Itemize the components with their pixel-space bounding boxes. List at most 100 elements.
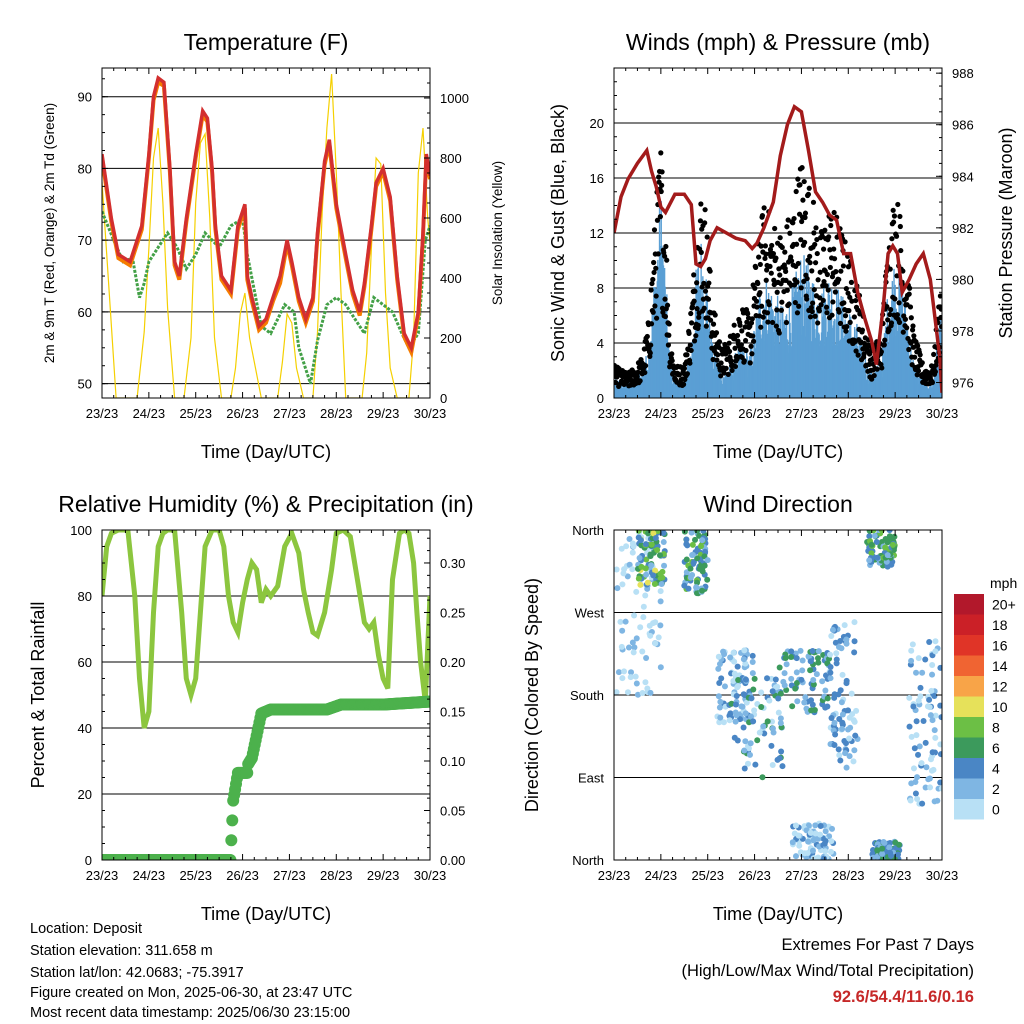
- direction-point: [640, 603, 647, 610]
- direction-point: [813, 671, 820, 678]
- direction-point: [733, 693, 740, 700]
- gust-point: [707, 268, 713, 274]
- x-tick-label: 30/23: [414, 406, 447, 421]
- direction-point: [624, 573, 631, 580]
- gust-point: [917, 352, 923, 358]
- gust-point: [795, 260, 801, 267]
- direction-point: [681, 582, 688, 589]
- gust-point: [812, 260, 819, 266]
- direction-point: [927, 784, 934, 791]
- gust-point: [691, 298, 697, 304]
- direction-point: [741, 765, 748, 772]
- y2-tick-label: 988: [952, 66, 974, 81]
- direction-point: [829, 626, 836, 633]
- direction-point: [851, 718, 858, 725]
- gust-point: [777, 272, 783, 278]
- gust-point: [681, 365, 688, 372]
- direction-point: [631, 612, 638, 619]
- direction-point: [742, 710, 749, 717]
- gust-point: [790, 220, 796, 226]
- direction-point: [851, 747, 858, 754]
- colorbar-swatch: [954, 778, 984, 799]
- direction-point: [756, 729, 763, 736]
- direction-point: [805, 838, 812, 845]
- chart-title: Winds (mph) & Pressure (mb): [626, 29, 930, 55]
- y-tick-label: 4: [597, 336, 604, 351]
- direction-point: [788, 648, 795, 655]
- direction-point: [919, 800, 926, 807]
- direction-point: [746, 751, 753, 758]
- direction-point: [931, 727, 938, 734]
- gust-point: [938, 314, 942, 321]
- direction-point: [717, 698, 724, 705]
- gust-point: [794, 310, 801, 316]
- gust-point: [756, 254, 762, 260]
- gust-point: [767, 263, 773, 270]
- direction-point: [614, 585, 621, 592]
- gust-point: [894, 312, 900, 318]
- direction-point: [721, 683, 728, 690]
- direction-point: [843, 640, 850, 647]
- gust-point: [906, 291, 912, 297]
- direction-point: [657, 570, 664, 577]
- direction-point: [688, 530, 695, 536]
- y-tick-label: 16: [590, 171, 604, 186]
- gust-point: [691, 338, 698, 344]
- info-timestamp: Most recent data timestamp: 2025/06/30 2…: [30, 1005, 351, 1021]
- y-tick-label: North: [572, 523, 604, 538]
- gust-point: [769, 319, 776, 326]
- gust-point: [808, 304, 814, 311]
- direction-point: [792, 853, 799, 860]
- gust-point: [659, 169, 665, 175]
- direction-point: [716, 660, 723, 667]
- gust-point: [888, 320, 895, 326]
- direction-point: [646, 622, 653, 629]
- direction-point: [632, 673, 639, 680]
- colorbar-title: mph: [990, 575, 1017, 591]
- gust-point: [642, 369, 648, 376]
- gust-point: [794, 279, 800, 285]
- gust-point: [744, 319, 750, 325]
- gust-point: [635, 369, 641, 375]
- gust-point: [662, 253, 668, 259]
- direction-point: [629, 549, 636, 556]
- gust-point: [908, 315, 914, 321]
- colorbar-label: 18: [992, 617, 1008, 633]
- gust-point: [753, 264, 759, 271]
- gust-point: [829, 312, 835, 318]
- colorbar-label: 16: [992, 637, 1008, 653]
- direction-point: [819, 678, 826, 685]
- direction-point: [792, 822, 799, 829]
- gust-point: [656, 174, 662, 180]
- direction-point: [796, 842, 803, 849]
- direction-point: [937, 664, 942, 671]
- gust-point: [886, 327, 892, 333]
- gust-point: [758, 324, 764, 330]
- direction-point: [833, 650, 840, 657]
- direction-point: [776, 755, 783, 762]
- y-tick-label: 20: [590, 116, 604, 131]
- gust-point: [726, 340, 732, 346]
- extremes-heading: Extremes For Past 7 Days: [781, 936, 974, 954]
- panel-rh: Relative Humidity (%) & Precipitation (i…: [28, 491, 474, 924]
- gust-point: [748, 320, 755, 326]
- gust-point: [676, 372, 682, 378]
- colorbar-label: 0: [992, 801, 1000, 817]
- direction-point: [808, 707, 815, 714]
- direction-point: [715, 665, 722, 672]
- gust-point: [800, 197, 806, 203]
- y-tick-label: 8: [597, 281, 604, 296]
- gust-point: [896, 300, 902, 306]
- y2-tick-label: 1000: [440, 91, 469, 106]
- direction-point: [751, 675, 758, 682]
- gust-point: [764, 310, 771, 316]
- gust-point: [802, 239, 808, 245]
- direction-point: [749, 652, 756, 659]
- gust-point: [845, 290, 851, 296]
- direction-point: [642, 592, 649, 599]
- direction-point: [912, 790, 919, 797]
- direction-point: [775, 709, 782, 716]
- gust-point: [878, 349, 884, 355]
- gust-point: [900, 329, 906, 335]
- colorbar-label: 12: [992, 678, 1008, 694]
